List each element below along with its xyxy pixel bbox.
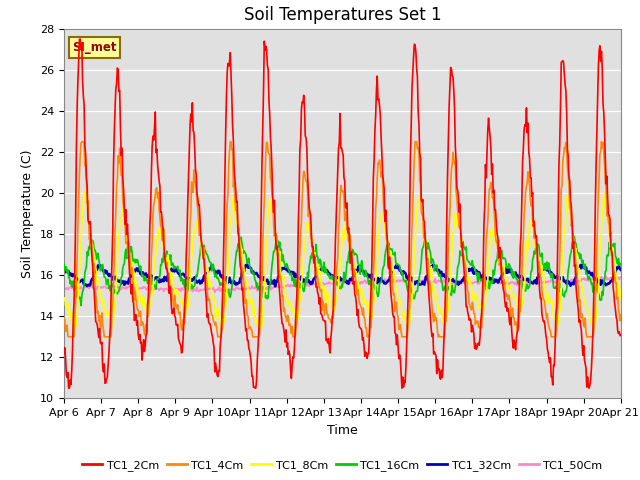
Text: SI_met: SI_met: [72, 41, 117, 54]
Legend: TC1_2Cm, TC1_4Cm, TC1_8Cm, TC1_16Cm, TC1_32Cm, TC1_50Cm: TC1_2Cm, TC1_4Cm, TC1_8Cm, TC1_16Cm, TC1…: [78, 456, 607, 476]
Title: Soil Temperatures Set 1: Soil Temperatures Set 1: [244, 6, 441, 24]
Y-axis label: Soil Temperature (C): Soil Temperature (C): [22, 149, 35, 278]
X-axis label: Time: Time: [327, 424, 358, 437]
